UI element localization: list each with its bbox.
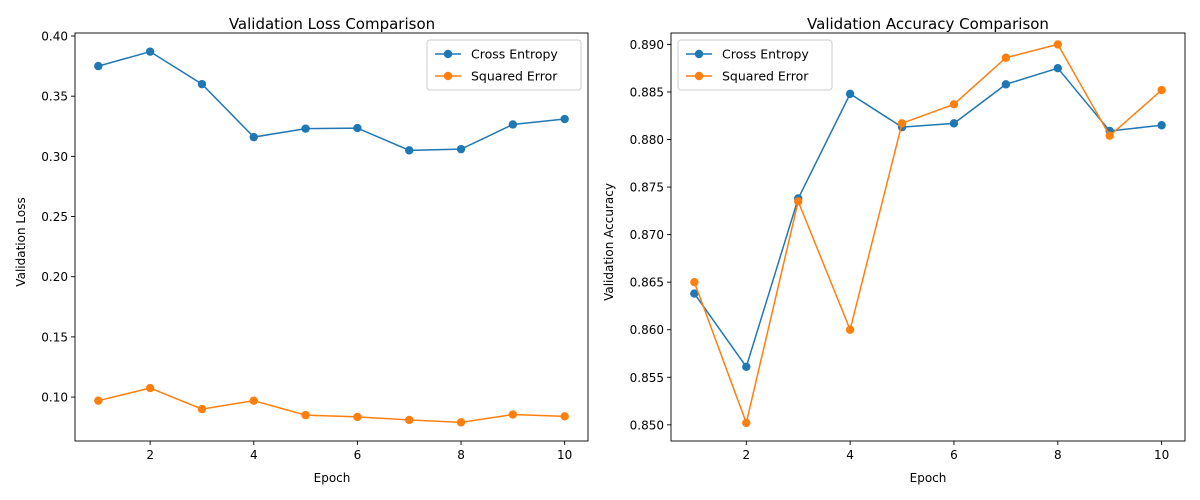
accuracy-chart-legend-swatch-marker xyxy=(694,71,704,81)
loss-chart-data-point xyxy=(405,415,414,425)
loss-chart-ytick-label: 0.25 xyxy=(41,210,68,224)
loss-chart-data-point xyxy=(353,123,362,133)
loss-chart-data-point xyxy=(560,412,569,421)
loss-chart-legend-swatch-marker xyxy=(443,49,453,59)
loss-chart-legend-swatch-marker xyxy=(443,71,453,81)
loss-chart-data-point xyxy=(197,404,207,414)
accuracy-chart-data-point xyxy=(690,277,699,287)
loss-chart-data-point xyxy=(405,146,414,155)
accuracy-chart-data-point xyxy=(1053,63,1062,73)
loss-chart-data-point xyxy=(197,79,207,89)
loss-chart-data-point xyxy=(353,412,362,422)
loss-chart-ytick-label: 0.40 xyxy=(41,30,68,44)
accuracy-chart-data-point xyxy=(1001,80,1011,89)
loss-chart-xtick-label: 10 xyxy=(557,448,572,462)
accuracy-chart-title: Validation Accuracy Comparison xyxy=(807,15,1049,33)
accuracy-chart-ytick-label: 0.885 xyxy=(630,85,664,99)
accuracy-chart-data-point xyxy=(1001,53,1011,62)
loss-chart: Validation Loss Comparison Epoch Validat… xyxy=(14,15,589,485)
loss-chart-legend-label: Squared Error xyxy=(471,69,558,84)
loss-chart-title: Validation Loss Comparison xyxy=(229,15,435,33)
accuracy-chart-data-point xyxy=(1105,131,1114,140)
accuracy-chart-data-point xyxy=(1157,85,1166,95)
loss-chart-ylabel: Validation Loss xyxy=(14,197,28,286)
accuracy-chart-legend-label: Squared Error xyxy=(722,69,809,84)
accuracy-chart-data-point xyxy=(794,197,803,206)
loss-chart-data-point xyxy=(145,47,155,56)
loss-chart-series-line xyxy=(98,50,565,152)
accuracy-chart-xlabel: Epoch xyxy=(910,471,947,485)
accuracy-chart-axes-frame xyxy=(670,32,1186,442)
loss-chart-data-point xyxy=(94,396,103,405)
loss-chart-legend-label: Cross Entropy xyxy=(471,47,558,62)
accuracy-chart-xtick-label: 10 xyxy=(1154,448,1169,462)
accuracy-chart-xtick-label: 6 xyxy=(950,448,958,462)
accuracy-chart-legend-label: Cross Entropy xyxy=(722,47,809,62)
loss-chart-xtick-label: 4 xyxy=(250,448,258,462)
loss-chart-data-point xyxy=(456,418,466,427)
loss-chart-data-point xyxy=(508,410,518,419)
accuracy-chart-plot-area xyxy=(690,40,1166,428)
accuracy-chart-data-point xyxy=(897,119,907,128)
loss-chart-ticks: 2 4 6 8 10 0.10 0.15 0.20 0.25 0.30 0.35 0.40 xyxy=(41,30,589,462)
loss-chart-xlabel: Epoch xyxy=(314,471,351,485)
loss-chart-data-point xyxy=(94,61,103,71)
accuracy-chart-data-point xyxy=(742,418,751,428)
accuracy-chart-xtick-label: 4 xyxy=(846,448,854,462)
loss-chart-data-point xyxy=(456,144,466,154)
accuracy-chart-data-point xyxy=(1053,40,1062,49)
accuracy-chart-legend-box xyxy=(677,39,833,91)
accuracy-chart-xtick-label: 2 xyxy=(742,448,750,462)
accuracy-chart-ytick-label: 0.850 xyxy=(630,418,664,432)
accuracy-chart: Validation Accuracy Comparison Epoch Val… xyxy=(602,15,1186,485)
accuracy-chart-legend: Cross Entropy Squared Error xyxy=(677,39,833,91)
loss-chart-series-line xyxy=(98,387,565,424)
accuracy-chart-ylabel: Validation Accuracy xyxy=(602,183,616,301)
accuracy-chart-xtick-label: 8 xyxy=(1054,448,1062,462)
loss-chart-legend-box xyxy=(426,39,582,91)
accuracy-chart-ytick-label: 0.860 xyxy=(630,323,664,337)
accuracy-chart-data-point xyxy=(845,325,855,334)
accuracy-chart-ytick-label: 0.870 xyxy=(630,228,664,242)
loss-chart-legend: Cross Entropy Squared Error xyxy=(426,39,582,91)
loss-chart-data-point xyxy=(145,383,155,393)
accuracy-chart-ticks: 2 4 6 8 10 0.850 0.855 0.860 0.865 0.870 0.875 0.88… xyxy=(630,32,1186,462)
accuracy-chart-data-point xyxy=(949,100,959,109)
loss-chart-xtick-label: 8 xyxy=(457,448,465,462)
loss-chart-ytick-label: 0.35 xyxy=(41,90,68,104)
loss-chart-data-point xyxy=(560,114,569,124)
loss-chart-data-point xyxy=(301,410,310,420)
accuracy-chart-series-line xyxy=(693,43,1163,426)
loss-chart-ytick-label: 0.20 xyxy=(41,270,68,284)
accuracy-chart-series-line xyxy=(693,67,1162,369)
accuracy-chart-ytick-label: 0.875 xyxy=(630,181,664,195)
loss-chart-axes-frame xyxy=(74,32,589,442)
loss-chart-data-point xyxy=(249,396,258,405)
loss-chart-xtick-label: 2 xyxy=(146,448,154,462)
loss-chart-plot-area xyxy=(94,47,569,427)
loss-chart-ytick-label: 0.10 xyxy=(41,391,68,405)
accuracy-chart-data-point xyxy=(742,362,751,372)
loss-chart-data-point xyxy=(301,124,310,133)
loss-chart-data-point xyxy=(508,120,518,129)
loss-chart-ytick-label: 0.30 xyxy=(41,150,68,164)
loss-chart-data-point xyxy=(249,132,258,142)
accuracy-chart-ytick-label: 0.890 xyxy=(630,38,664,52)
accuracy-chart-data-point xyxy=(845,89,855,99)
accuracy-chart-ytick-label: 0.865 xyxy=(630,276,664,290)
accuracy-chart-data-point xyxy=(1157,121,1166,130)
accuracy-chart-data-point xyxy=(690,289,699,298)
loss-chart-xtick-label: 6 xyxy=(354,448,362,462)
accuracy-chart-ytick-label: 0.880 xyxy=(630,133,664,147)
loss-chart-ytick-label: 0.15 xyxy=(41,330,68,344)
accuracy-chart-ytick-label: 0.855 xyxy=(630,371,664,385)
accuracy-chart-legend-swatch-marker xyxy=(694,49,704,59)
accuracy-chart-data-point xyxy=(949,119,959,128)
